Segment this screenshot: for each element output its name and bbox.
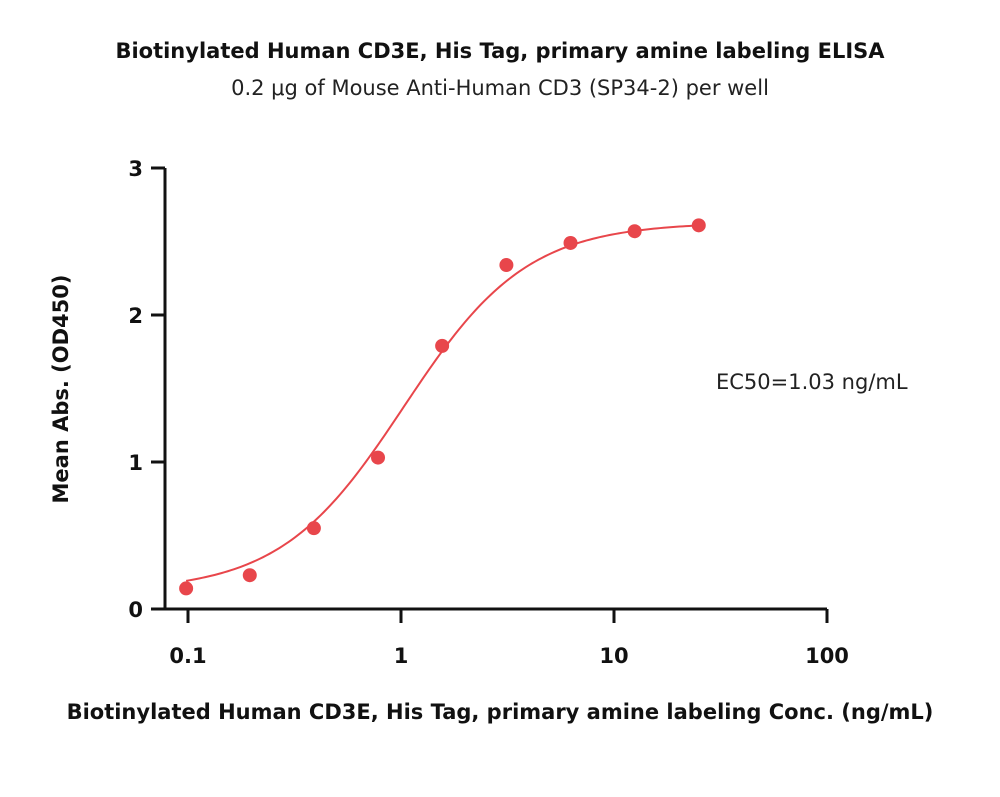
data-point (306, 521, 321, 536)
ec50-annotation: EC50=1.03 ng/mL (716, 370, 908, 394)
data-point (563, 235, 578, 250)
x-tick-label: 100 (805, 644, 849, 668)
data-point (179, 581, 194, 596)
x-tick-label: 0.1 (169, 644, 206, 668)
y-axis-title: Mean Abs. (OD450) (49, 275, 73, 504)
fit-curve (185, 224, 699, 582)
data-point (691, 218, 706, 233)
data-point (371, 450, 386, 465)
data-point (499, 258, 514, 273)
chart-subtitle: 0.2 μg of Mouse Anti-Human CD3 (SP34-2) … (231, 76, 769, 100)
data-point (242, 568, 257, 583)
data-point (435, 338, 450, 353)
axes (151, 166, 829, 623)
y-tick-label: 1 (128, 451, 143, 475)
y-tick-label: 3 (128, 157, 143, 181)
x-tick-label: 1 (394, 644, 409, 668)
x-tick-label: 10 (599, 644, 628, 668)
tick-labels: 0 1 2 3 0.1 1 10 100 (128, 157, 849, 668)
y-tick-label: 0 (128, 598, 143, 622)
x-axis-title: Biotinylated Human CD3E, His Tag, primar… (67, 700, 934, 724)
data-points (179, 218, 706, 596)
chart-title: Biotinylated Human CD3E, His Tag, primar… (115, 39, 885, 63)
data-point (627, 224, 642, 239)
y-tick-label: 2 (128, 304, 143, 328)
